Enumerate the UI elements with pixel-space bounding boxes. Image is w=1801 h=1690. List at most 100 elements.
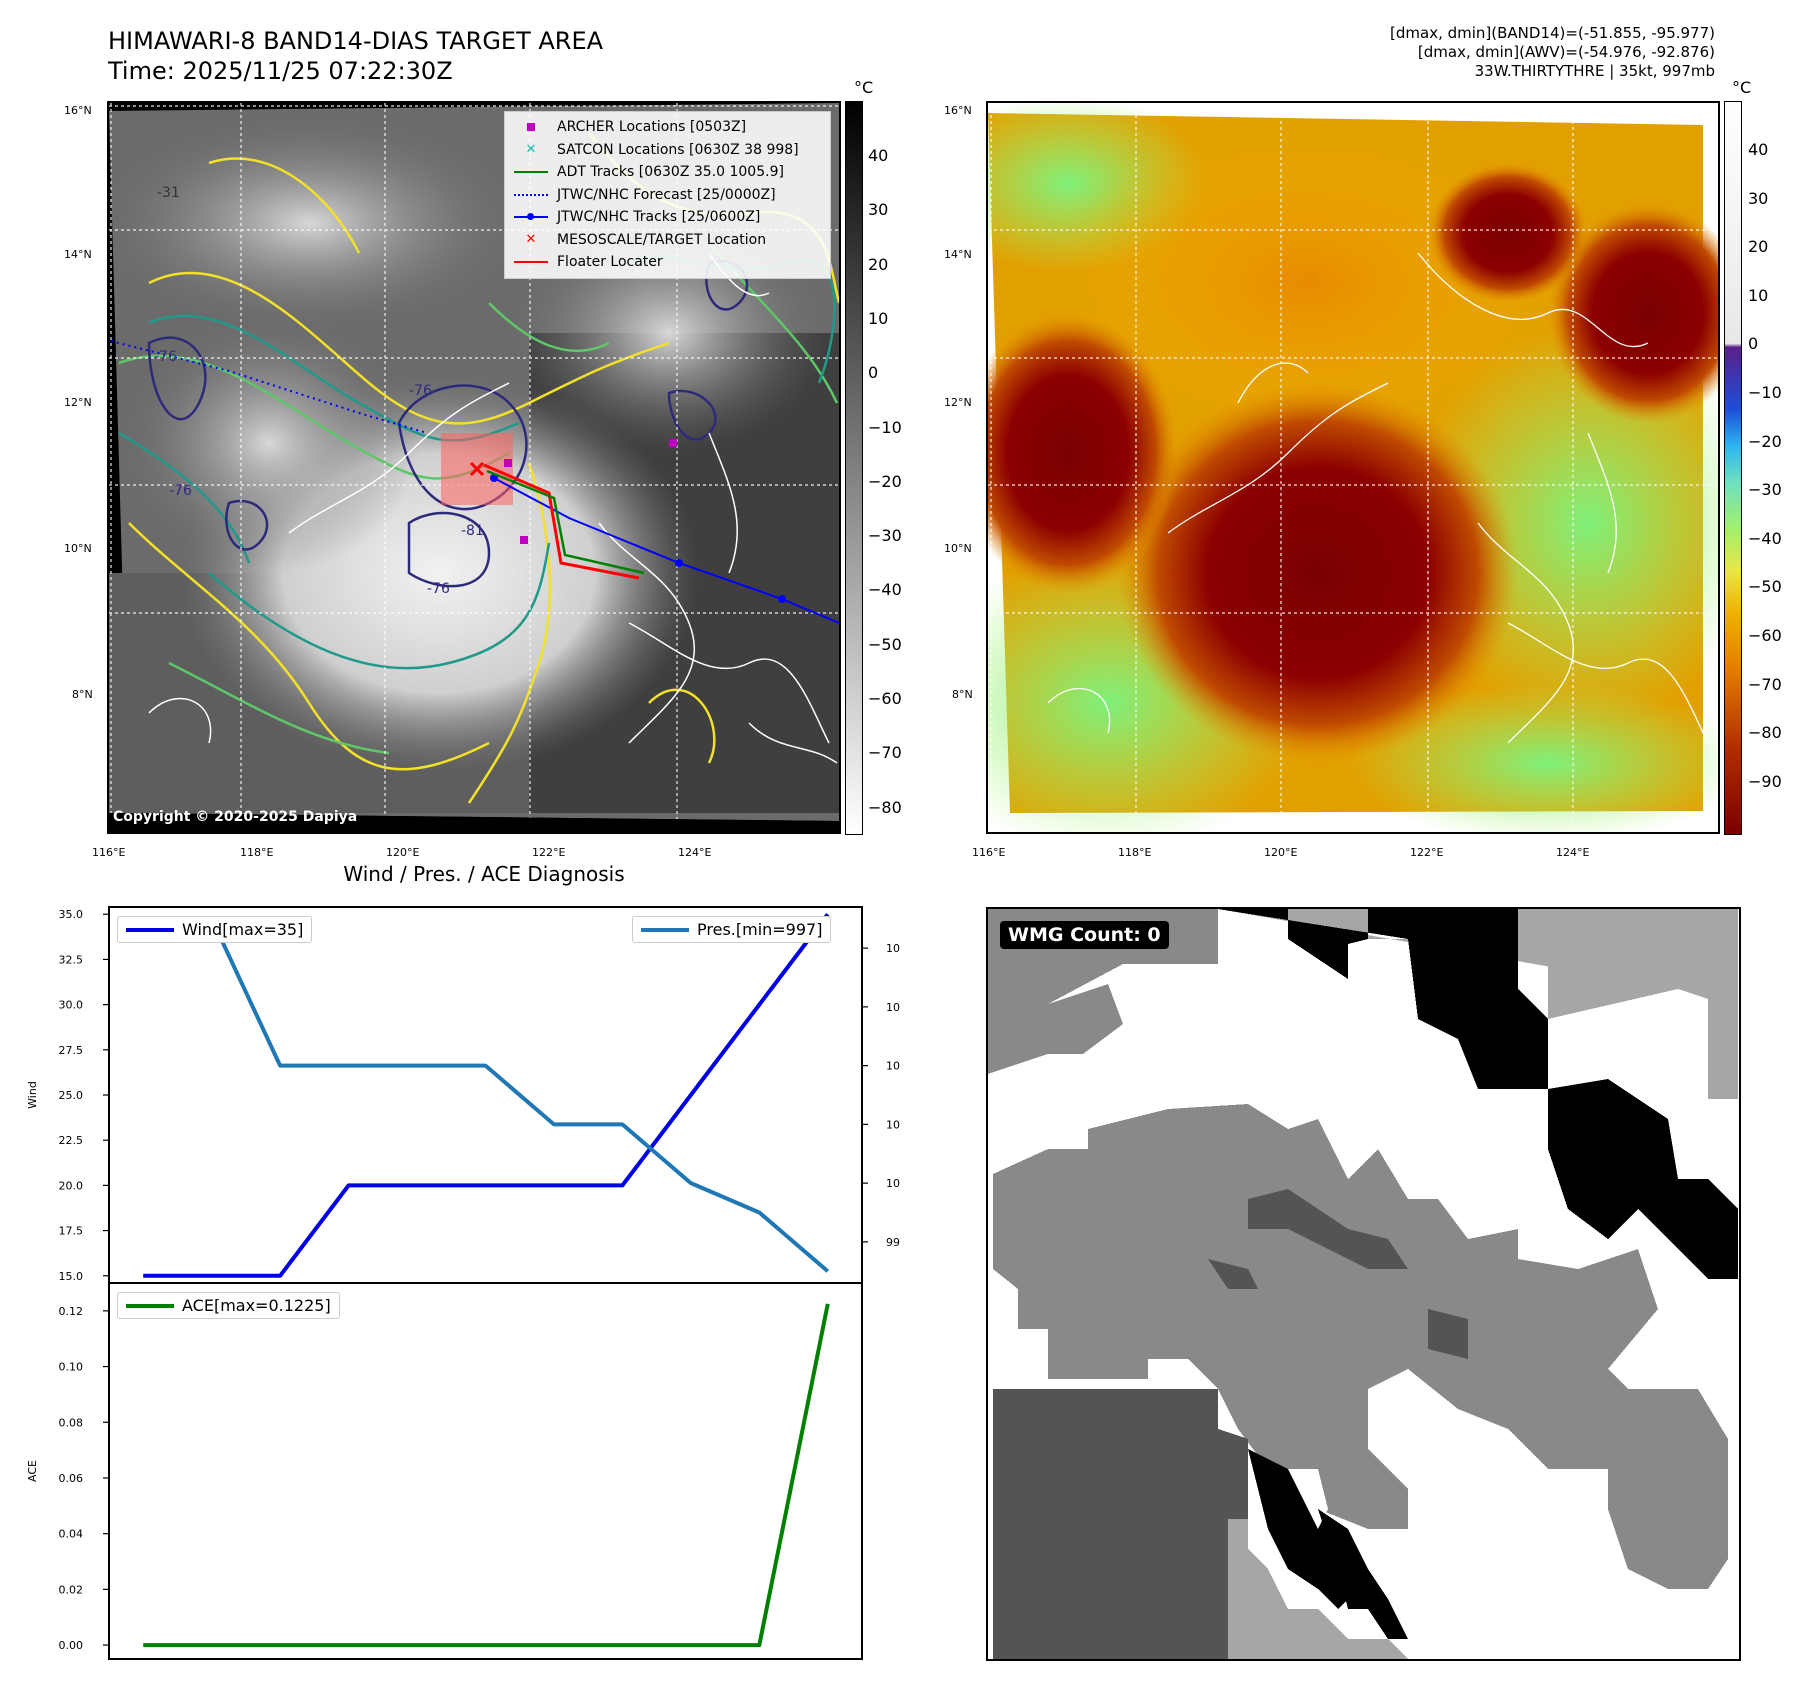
- contour-label: -81: [461, 523, 484, 539]
- legend-label: MESOSCALE/TARGET Location: [557, 231, 767, 248]
- legend-label: SATCON Locations [0630Z 38 998]: [557, 141, 799, 158]
- colorbar-tick: −20: [868, 471, 902, 491]
- colorbar-tick: 20: [868, 254, 889, 274]
- legend-label: JTWC/NHC Forecast [25/0000Z]: [557, 186, 776, 203]
- y-tick-label: 0.06: [59, 1472, 84, 1485]
- y-tick-label: 22.5: [59, 1134, 84, 1147]
- colorbar-tick: −30: [1748, 480, 1782, 500]
- colorbar-tick: 10: [1748, 285, 1769, 305]
- map-legend: ARCHER Locations [0503Z] ✕ SATCON Locati…: [504, 111, 831, 279]
- contour-label: -76: [169, 483, 192, 499]
- colorbar-tick: −10: [1748, 383, 1782, 402]
- lat-tick: 10°N: [944, 542, 972, 555]
- lon-tick: 122°E: [532, 846, 566, 859]
- x-marker-icon: ✕: [525, 141, 537, 157]
- y-axis-label: Wind: [26, 1081, 39, 1109]
- line-marker-icon: [513, 261, 549, 264]
- y-tick-label: 0.10: [59, 1361, 84, 1374]
- awv-map-panel: [986, 101, 1720, 834]
- colorbar-tick: −30: [868, 526, 902, 546]
- y-axis-label: ACE: [26, 1460, 39, 1482]
- colorbar-tick: −20: [1748, 431, 1782, 451]
- colorbar-unit: °C: [854, 78, 874, 97]
- legend-entry-forecast: JTWC/NHC Forecast [25/0000Z]: [513, 184, 822, 207]
- wmg-panel: WMG Count: 0: [986, 907, 1741, 1661]
- colorbar-tick: −80: [1748, 723, 1782, 743]
- archer-marker: [504, 459, 512, 467]
- y-tick-label: 15.0: [59, 1270, 84, 1283]
- colorbar-tick: 20: [1748, 237, 1769, 257]
- archer-marker: [669, 439, 677, 447]
- colorbar-tick: −80: [868, 797, 902, 817]
- wind-legend-label: Wind[max=35]: [182, 920, 304, 939]
- lat-tick: 16°N: [944, 104, 972, 117]
- colorbar-tick: 10: [868, 308, 889, 328]
- figure-title: HIMAWARI-8 BAND14-DIAS TARGET AREA Time:…: [108, 26, 603, 86]
- lat-tick: 10°N: [64, 542, 92, 555]
- lat-tick: 14°N: [64, 248, 92, 261]
- lat-tick: 12°N: [64, 396, 92, 409]
- lon-tick: 122°E: [1410, 846, 1444, 859]
- title-line-1: HIMAWARI-8 BAND14-DIAS TARGET AREA: [108, 27, 604, 55]
- colorbar-tick: 30: [868, 200, 889, 220]
- series-line: [143, 1303, 830, 1648]
- colorbar-tick: −50: [1748, 577, 1782, 597]
- storm-info: [dmax, dmin](BAND14)=(-51.855, -95.977) …: [1390, 24, 1715, 81]
- pressure-legend: Pres.[min=997]: [632, 916, 832, 943]
- colorbar-unit: °C: [1732, 78, 1752, 97]
- colorbar-tick: 0: [1748, 334, 1759, 354]
- series-line: [143, 913, 830, 1278]
- diagnosis-chart: 35.0 32.5 30.0 27.5 25.0 22.5 20.0 17.5 15.0 1008…: [26, 906, 900, 1660]
- y-tick-label: 32.5: [59, 953, 84, 966]
- adt-track: [486, 469, 645, 575]
- forecast-track: [110, 340, 428, 434]
- y2-tick-label: 1004: [886, 1060, 900, 1073]
- y-tick-label: 0.04: [59, 1528, 84, 1541]
- legend-entry-jtwc: JTWC/NHC Tracks [25/0600Z]: [513, 206, 822, 229]
- info-line-3: 33W.THIRTYTHRE | 35kt, 997mb: [1474, 62, 1715, 80]
- legend-entry-adt: ADT Tracks [0630Z 35.0 1005.9]: [513, 161, 822, 184]
- lon-tick: 124°E: [1556, 846, 1590, 859]
- colorbar-tick: 0: [868, 363, 879, 383]
- awv-colorbar: [1724, 101, 1742, 835]
- colorbar-tick: −10: [868, 417, 902, 437]
- colorbar-tick: −50: [868, 634, 902, 654]
- contour-label: -76: [409, 383, 432, 399]
- lat-tick: 16°N: [64, 104, 92, 117]
- ace-chart: 0.12 0.10 0.08 0.06 0.04 0.02 0.00 ACE: [26, 1282, 863, 1660]
- legend-label: JTWC/NHC Tracks [25/0600Z]: [557, 209, 761, 225]
- contour-label: -31: [157, 185, 180, 201]
- y2-tick-label: 1002: [886, 1118, 900, 1131]
- dotted-line-icon: [513, 193, 549, 196]
- archer-marker: [520, 536, 528, 544]
- y-tick-label: 25.0: [59, 1089, 84, 1102]
- y-tick-label: 0.02: [59, 1583, 84, 1596]
- lat-tick: 14°N: [944, 248, 972, 261]
- wind-pressure-chart: 35.0 32.5 30.0 27.5 25.0 22.5 20.0 17.5 15.0 1008…: [26, 906, 900, 1284]
- ir-map-panel: -76 -76 -81 -76 -31 -76 Copyright © 2020…: [107, 101, 841, 834]
- y2-tick-label: 1000: [886, 1177, 900, 1190]
- lat-tick: 8°N: [952, 688, 973, 701]
- colorbar-tick: −70: [1748, 674, 1782, 694]
- line-dot-icon: [513, 213, 549, 221]
- copyright-text: Copyright © 2020-2025 Dapiya: [113, 809, 358, 825]
- y-tick-label: 0.08: [59, 1416, 84, 1429]
- ace-legend-label: ACE[max=0.1225]: [182, 1296, 331, 1315]
- target-marker: [469, 461, 485, 477]
- series-line: [143, 916, 830, 1273]
- legend-label: ADT Tracks [0630Z 35.0 1005.9]: [557, 164, 784, 180]
- colorbar-tick: −40: [868, 580, 902, 600]
- lon-tick: 120°E: [386, 846, 420, 859]
- line-marker-icon: [513, 171, 549, 174]
- square-marker-icon: [513, 123, 549, 132]
- ace-legend: ACE[max=0.1225]: [117, 1292, 340, 1319]
- lon-tick: 118°E: [240, 846, 274, 859]
- plot-frame: [108, 906, 863, 1284]
- floater-track: [483, 463, 640, 580]
- info-line-1: [dmax, dmin](BAND14)=(-51.855, -95.977): [1390, 24, 1715, 42]
- chart-title: Wind / Pres. / ACE Diagnosis: [343, 862, 625, 886]
- lon-tick: 124°E: [678, 846, 712, 859]
- colorbar-tick: −70: [868, 743, 902, 763]
- y2-tick-label: 1006: [886, 1001, 900, 1014]
- y2-tick-label: 1008: [886, 942, 900, 955]
